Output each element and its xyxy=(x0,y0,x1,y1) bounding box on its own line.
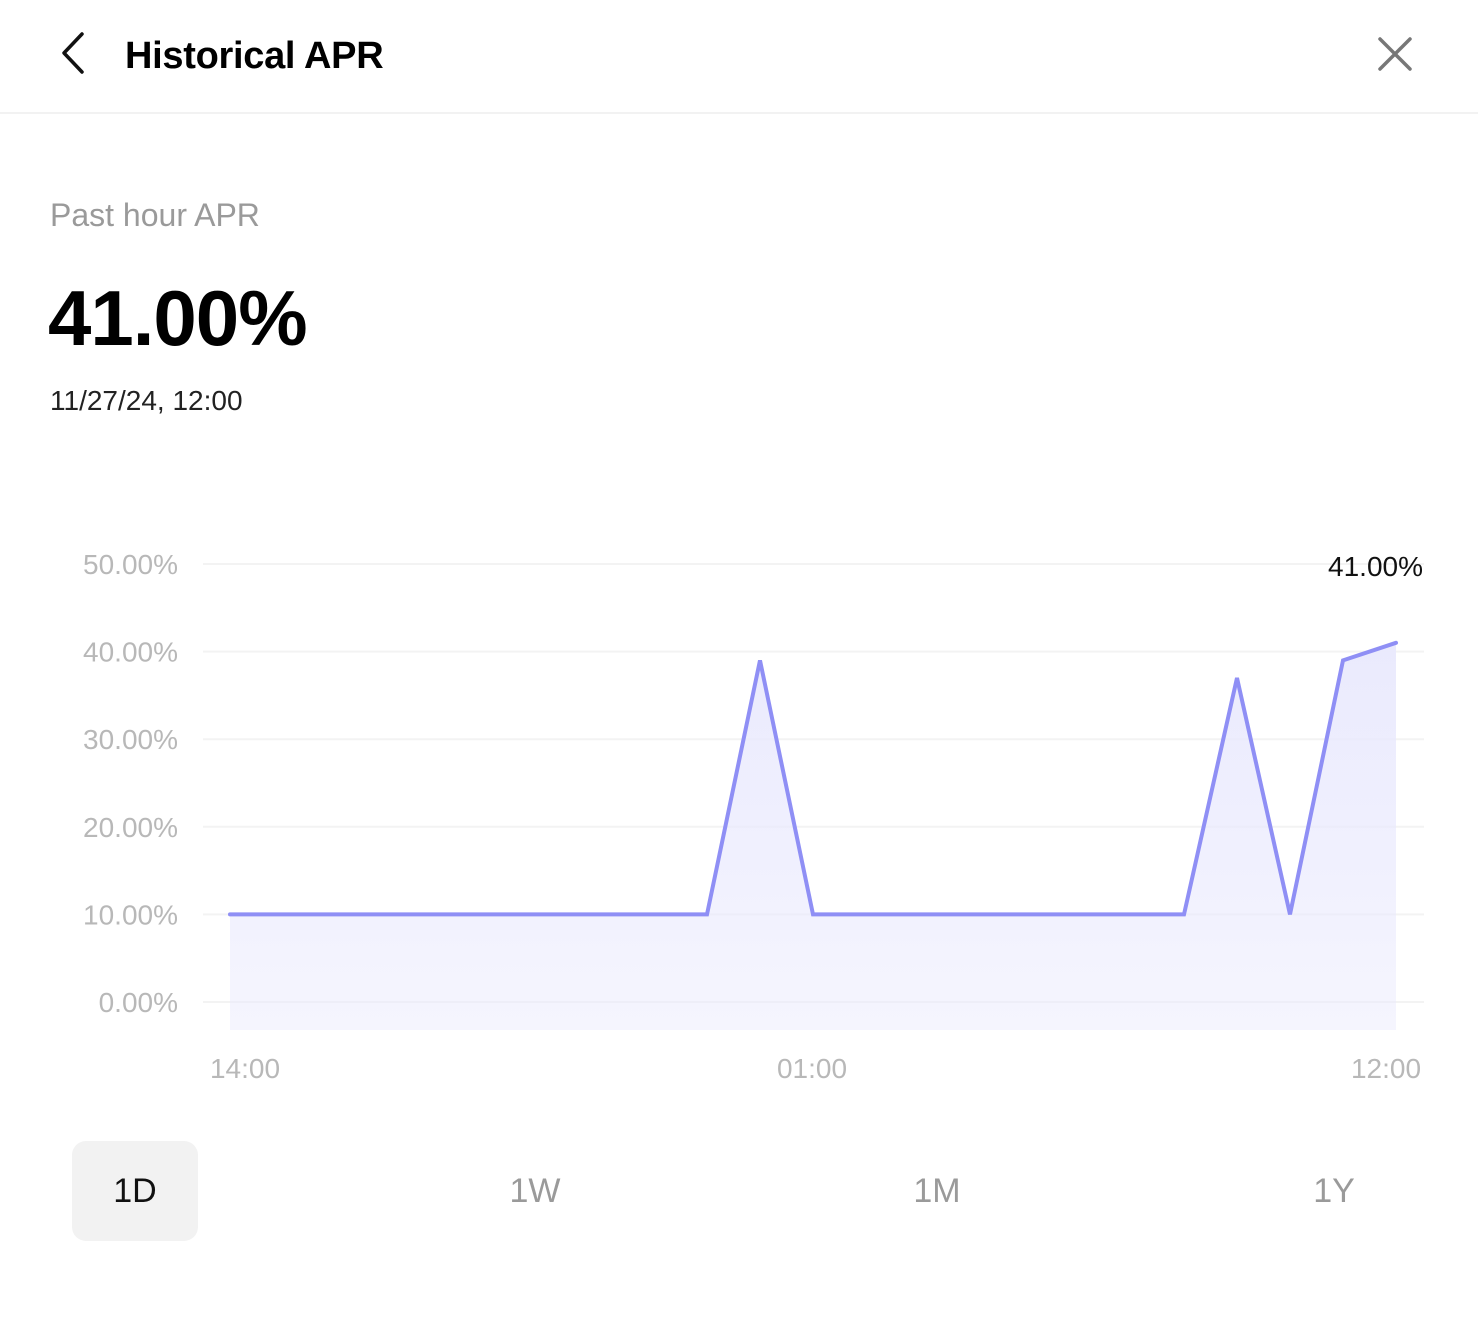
close-button[interactable] xyxy=(1370,30,1418,78)
tab-1m[interactable]: 1M xyxy=(913,1172,961,1210)
y-tick-label: 40.00% xyxy=(83,637,178,668)
last-value-label: 41.00% xyxy=(1328,551,1423,582)
apr-chart[interactable]: 0.00% 10.00% 20.00% 30.00% 40.00% 50.00% 14:00… xyxy=(0,0,1478,1110)
back-button[interactable] xyxy=(52,28,96,78)
tab-1d[interactable]: 1D xyxy=(72,1141,198,1241)
tab-1y[interactable]: 1Y xyxy=(1313,1172,1355,1210)
header: Historical APR xyxy=(0,0,1478,114)
y-tick-label: 50.00% xyxy=(83,549,178,580)
tab-1w[interactable]: 1W xyxy=(509,1172,561,1210)
x-tick-label: 14:00 xyxy=(210,1053,280,1084)
metric-label: Past hour APR xyxy=(50,197,260,233)
y-tick-label: 10.00% xyxy=(83,899,178,930)
area-fill xyxy=(230,642,1396,1030)
chevron-left-icon xyxy=(62,32,84,74)
y-tick-label: 30.00% xyxy=(83,724,178,755)
y-tick-label: 0.00% xyxy=(99,987,178,1018)
metric-value: 41.00% xyxy=(48,274,308,362)
x-tick-label: 01:00 xyxy=(777,1053,847,1084)
x-tick-label: 12:00 xyxy=(1351,1053,1421,1084)
metric-timestamp: 11/27/24, 12:00 xyxy=(50,385,243,416)
y-tick-label: 20.00% xyxy=(83,812,178,843)
close-icon xyxy=(1378,37,1412,71)
series-line xyxy=(228,640,1398,917)
page-title: Historical APR xyxy=(125,35,384,77)
